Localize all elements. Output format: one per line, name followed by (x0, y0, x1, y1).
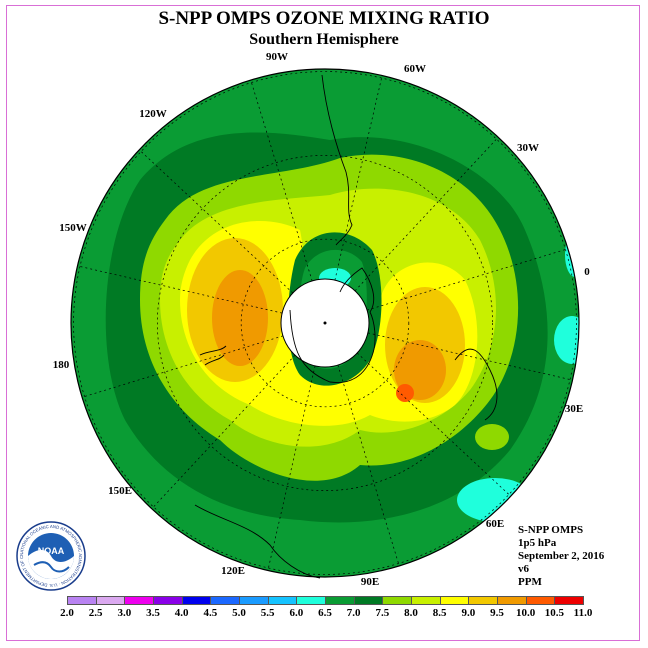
info-instrument: S-NPP OMPS (518, 524, 584, 536)
colorbar-swatch (239, 596, 269, 605)
colorbar-label: 4.0 (174, 607, 189, 619)
meridian-line (334, 75, 383, 281)
colorbar-label: 3.5 (146, 607, 160, 619)
logo-text: NOAA (38, 546, 65, 556)
meridian-line (267, 365, 316, 571)
colorbar-label: 6.0 (289, 607, 304, 619)
meridian-line (354, 136, 499, 292)
colorbar-swatch (181, 596, 212, 605)
longitude-label: 90E (361, 576, 379, 588)
colorbar-label: 2.0 (60, 607, 74, 619)
ozone-cyan-patch-east (554, 316, 579, 364)
colorbar-swatch (153, 596, 183, 605)
colorbar-swatch (124, 596, 154, 605)
colorbar-label: 7.5 (375, 607, 390, 619)
colorbar-swatch (468, 596, 498, 605)
coastline-south-america (321, 74, 353, 246)
coastline-antarctica (289, 309, 376, 384)
colorbar-label: 2.5 (88, 607, 103, 619)
latitude-circle (240, 238, 410, 408)
longitude-label: 30E (565, 403, 583, 415)
colorbar-swatch (439, 596, 470, 605)
colorbar-label: 10.0 (516, 607, 536, 619)
graticule (73, 71, 577, 575)
longitude-label: 180 (53, 359, 70, 371)
colorbar-swatch (411, 596, 441, 605)
ozone-cyan-patch-ne (565, 233, 579, 277)
colorbar-swatch (296, 596, 326, 605)
meridian-line (250, 79, 313, 282)
colorbar-swatch (267, 596, 298, 605)
latitude-circle (73, 71, 577, 575)
meridian-line (367, 332, 573, 381)
longitude-label: 0 (584, 266, 590, 278)
colorbar-label: 7.0 (346, 607, 361, 619)
page-title: S-NPP OMPS OZONE MIXING RATIO (158, 8, 490, 29)
meridian-line (81, 335, 284, 398)
ozone-band-95-west (212, 270, 268, 366)
meridian-line (366, 248, 569, 311)
colorbar-swatch (554, 596, 584, 605)
meridian-line (151, 354, 296, 510)
longitude-label: 120E (221, 565, 245, 577)
latitude-circle (157, 155, 493, 491)
ozone-band-75-patch (475, 424, 509, 450)
colorbar-swatch (210, 596, 240, 605)
colorbar-swatch (497, 596, 527, 605)
longitude-labels: 90W 60W 30W 0 30E 60E 90E 120E 150E 180 150W 120W (53, 51, 591, 588)
meridian-line (138, 149, 294, 294)
noaa-logo: NATIONAL OCEANIC AND ATMOSPHERIC ADMINIS… (16, 521, 86, 591)
colorbar-swatch (95, 596, 126, 605)
coastline-new-zealand (199, 345, 227, 366)
info-level: 1p5 hPa (518, 537, 557, 549)
colorbar-swatch (325, 596, 355, 605)
longitude-label: 30W (517, 142, 539, 154)
colorbar-swatch (382, 596, 412, 605)
coastlines (194, 74, 498, 579)
info-version: v6 (518, 563, 529, 575)
colorbar-label: 11.0 (573, 607, 593, 619)
coastline-australia (194, 504, 321, 579)
longitude-label: 150E (108, 485, 132, 497)
meridian-line (337, 364, 400, 567)
meridian-line (356, 352, 512, 497)
colorbar-label: 8.0 (404, 607, 418, 619)
colorbar-label: 5.5 (260, 607, 275, 619)
info-date: September 2, 2016 (518, 550, 605, 562)
colorbar-swatch (67, 596, 97, 605)
longitude-label: 120W (139, 108, 167, 120)
figure-frame (6, 5, 640, 641)
info-units: PPM (518, 576, 542, 588)
ozone-band-100 (396, 384, 414, 402)
south-pole-marker (323, 321, 327, 325)
meridian-line (77, 265, 283, 314)
map-disk-outline (70, 68, 580, 578)
longitude-label: 90W (266, 51, 288, 63)
colorbar-label: 5.0 (232, 607, 246, 619)
colorbar-swatch (353, 596, 384, 605)
page-subtitle: Southern Hemisphere (249, 31, 399, 48)
colorbar-label: 10.5 (544, 607, 564, 619)
longitude-label: 60E (486, 518, 504, 530)
colorbar-label: 9.0 (461, 607, 476, 619)
longitude-label: 60W (404, 63, 426, 75)
colorbar-swatch (525, 596, 556, 605)
colorbar-label: 6.5 (318, 607, 332, 619)
longitude-label: 150W (59, 222, 87, 234)
colorbar-label: 9.5 (490, 607, 504, 619)
colorbar-label: 4.5 (203, 607, 218, 619)
colorbar-label: 8.5 (432, 607, 447, 619)
coastline-antarctic-peninsula (339, 267, 375, 313)
coastline-africa (454, 348, 498, 421)
colorbar-label: 3.0 (117, 607, 132, 619)
